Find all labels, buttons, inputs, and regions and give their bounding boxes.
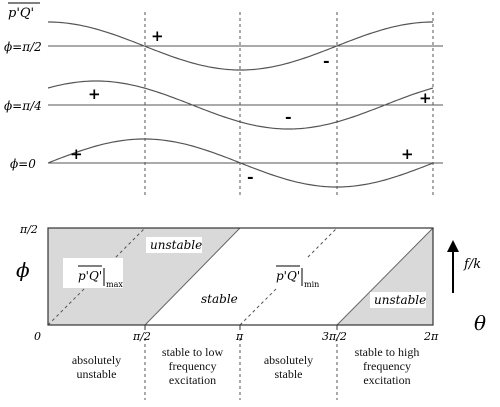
pressure-heat-curve-phi-pi2 <box>48 21 433 71</box>
minus-sign-pi2: - <box>323 51 330 70</box>
x-tick-label-3pi2: 3π/2 <box>322 330 347 343</box>
region-2-line-1: stable to low <box>161 345 224 359</box>
region-1-line-1: absolutely <box>71 353 122 367</box>
region-2-line-3: excitation <box>168 373 217 387</box>
max-label: p'Q' <box>78 269 102 283</box>
region-stable-high-frequency: stable to high frequency excitation <box>337 338 437 407</box>
pressure-heat-curve-phi-0 <box>47 138 434 188</box>
pressure-heat-curve-phi-pi4 <box>47 80 434 130</box>
region-absolutely-unstable: absolutely unstable <box>48 338 145 407</box>
plus-sign-0: + <box>70 145 83 163</box>
region-absolutely-stable: absolutely stable <box>240 338 337 407</box>
unstable-label-box-1 <box>146 237 202 253</box>
phase-label-0: ϕ=0 <box>10 157 36 171</box>
min-label: p'Q' <box>276 269 300 283</box>
x-tick-label-pi: π <box>235 330 244 343</box>
min-label-subscript: min <box>304 280 319 289</box>
stable-label: stable <box>201 292 238 306</box>
plus-sign-pi2: + <box>151 27 164 45</box>
phase-label-pi2: ϕ=π/2 <box>4 40 42 54</box>
y-axis-label: ϕ <box>16 258 30 282</box>
region-4-line-2: frequency <box>363 359 411 373</box>
unstable-label-2: unstable <box>374 293 426 307</box>
unstable-label-1: unstable <box>150 238 202 252</box>
max-label-subscript: max <box>106 280 123 289</box>
phase-label-pi4: ϕ=π/4 <box>4 99 42 113</box>
y-tick-pi2: π/2 <box>19 223 38 236</box>
region-1-line-2: unstable <box>76 367 117 381</box>
x-tick-label-0: 0 <box>34 330 41 343</box>
min-label-box <box>273 258 329 288</box>
region-4-line-1: stable to high <box>354 345 420 359</box>
max-label-box <box>63 258 123 288</box>
unstable-label-box-2 <box>370 292 426 308</box>
frequency-arrow-head <box>447 240 459 252</box>
top-panel-title: p'Q' <box>8 6 34 21</box>
region-stable-low-frequency: stable to low frequency excitation <box>145 338 240 407</box>
boundary-line-right <box>336 227 434 326</box>
region-3-line-1: absolutely <box>263 353 314 367</box>
region-4-line-3: excitation <box>363 373 411 387</box>
stability-regions: absolutely unstable stable to low freque… <box>0 338 500 407</box>
minus-sign-pi4: - <box>285 107 292 126</box>
x-tick-label-2pi: 2π <box>423 330 439 343</box>
x-axis-label: θ <box>474 311 486 335</box>
region-2-line-2: frequency <box>168 359 217 373</box>
boundary-line-left <box>144 227 241 326</box>
plus-sign-0-right: + <box>401 145 414 163</box>
x-tick-label-pi2: π/2 <box>132 330 151 343</box>
minus-sign-0: - <box>247 167 254 186</box>
plus-sign-pi4: + <box>88 85 101 103</box>
plus-sign-pi4-right: + <box>419 89 432 107</box>
region-3-line-2: stable <box>274 367 303 381</box>
frequency-arrow-label: f/k <box>463 257 481 272</box>
